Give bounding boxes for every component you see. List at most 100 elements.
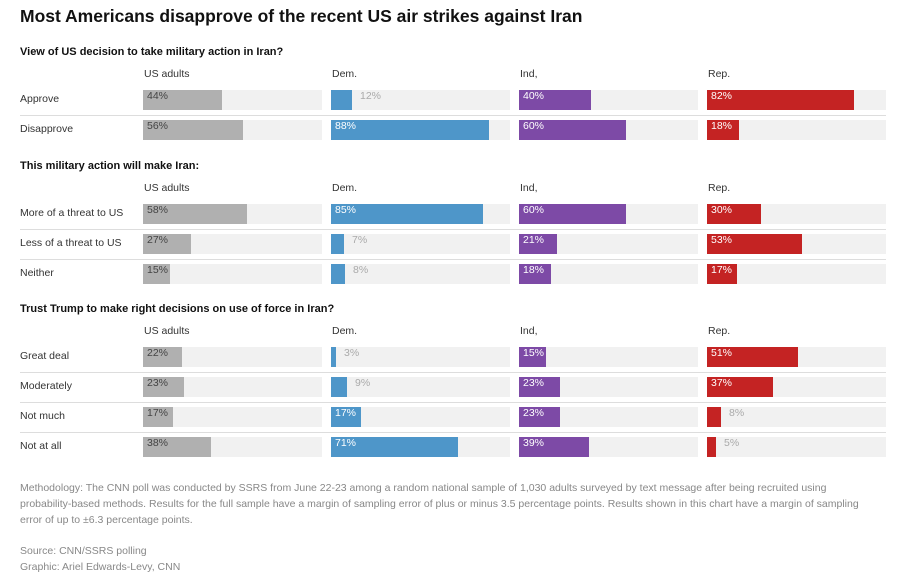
bar-ind	[519, 437, 589, 457]
row-more-of-a-threat-to-us: More of a threat to US 58% 85% 60% 30%	[0, 200, 899, 230]
bar-track	[331, 407, 510, 427]
row-label: Great deal	[20, 350, 70, 362]
value-label: 58%	[147, 204, 169, 216]
value-label: 51%	[711, 347, 733, 359]
bar-track	[707, 204, 886, 224]
bar-dem	[331, 437, 458, 457]
bar-rep	[707, 407, 721, 427]
value-label: 27%	[147, 234, 169, 246]
column-header-dem: Dem.	[332, 325, 358, 337]
bar-rep	[707, 437, 716, 457]
bar-track	[519, 377, 698, 397]
bar-dem	[331, 264, 345, 284]
chart-title: Most Americans disapprove of the recent …	[20, 6, 583, 26]
bar-track	[519, 90, 698, 110]
bar-us-adults	[143, 90, 222, 110]
column-header-ind: Ind,	[520, 182, 538, 194]
bar-track	[707, 437, 886, 457]
column-header-ind: Ind,	[520, 68, 538, 80]
row-label: Not at all	[20, 440, 62, 452]
bar-rep	[707, 120, 739, 140]
bar-track	[707, 407, 886, 427]
value-label: 60%	[523, 204, 545, 216]
value-label: 88%	[335, 120, 357, 132]
value-label: 85%	[335, 204, 357, 216]
bar-ind	[519, 347, 546, 367]
value-label: 17%	[711, 264, 733, 276]
bar-ind	[519, 90, 591, 110]
row-divider	[20, 259, 886, 260]
question-title: This military action will make Iran:	[20, 160, 200, 172]
value-label: 44%	[147, 90, 169, 102]
row-divider	[20, 229, 886, 230]
value-label: 18%	[711, 120, 733, 132]
value-label: 71%	[335, 437, 357, 449]
bar-rep	[707, 264, 737, 284]
bar-ind	[519, 264, 551, 284]
bar-track	[143, 90, 322, 110]
value-label: 8%	[729, 407, 745, 419]
value-label: 18%	[523, 264, 545, 276]
bar-dem	[331, 234, 344, 254]
row-divider	[20, 372, 886, 373]
bar-track	[331, 264, 510, 284]
bar-track	[519, 407, 698, 427]
bar-track	[519, 347, 698, 367]
bar-track	[519, 120, 698, 140]
row-great-deal: Great deal 22% 3% 15% 51%	[0, 343, 899, 373]
column-header-dem: Dem.	[332, 182, 358, 194]
bar-track	[143, 377, 322, 397]
value-label: 17%	[147, 407, 169, 419]
bar-us-adults	[143, 264, 170, 284]
value-label: 82%	[711, 90, 733, 102]
bar-dem	[331, 120, 489, 140]
bar-us-adults	[143, 437, 211, 457]
value-label: 23%	[523, 377, 545, 389]
row-label: Not much	[20, 410, 65, 422]
bar-track	[707, 347, 886, 367]
row-label: More of a threat to US	[20, 207, 124, 219]
column-header-us-adults: US adults	[144, 182, 190, 194]
bar-ind	[519, 120, 626, 140]
bar-track	[143, 437, 322, 457]
bar-ind	[519, 204, 626, 224]
row-label: Neither	[20, 267, 54, 279]
value-label: 23%	[147, 377, 169, 389]
bar-track	[143, 407, 322, 427]
value-label: 21%	[523, 234, 545, 246]
bar-track	[519, 234, 698, 254]
value-label: 30%	[711, 204, 733, 216]
value-label: 7%	[352, 234, 368, 246]
bar-track	[331, 204, 510, 224]
value-label: 39%	[523, 437, 545, 449]
bar-dem	[331, 377, 347, 397]
bar-track	[707, 234, 886, 254]
bar-track	[519, 264, 698, 284]
bar-track	[707, 120, 886, 140]
bar-track	[331, 90, 510, 110]
bar-track	[331, 347, 510, 367]
row-moderately: Moderately 23% 9% 23% 37%	[0, 373, 899, 403]
value-label: 56%	[147, 120, 169, 132]
bar-ind	[519, 234, 557, 254]
column-header-dem: Dem.	[332, 68, 358, 80]
bar-dem	[331, 90, 352, 110]
bar-track	[143, 347, 322, 367]
bar-rep	[707, 90, 854, 110]
value-label: 12%	[360, 90, 382, 102]
value-label: 22%	[147, 347, 169, 359]
bar-track	[143, 264, 322, 284]
value-label: 23%	[523, 407, 545, 419]
value-label: 53%	[711, 234, 733, 246]
value-label: 5%	[724, 437, 740, 449]
row-approve: Approve 44% 12% 40% 82%	[0, 86, 899, 116]
value-label: 38%	[147, 437, 169, 449]
value-label: 40%	[523, 90, 545, 102]
row-divider	[20, 402, 886, 403]
bar-us-adults	[143, 407, 173, 427]
row-divider	[20, 432, 886, 433]
value-label: 8%	[353, 264, 369, 276]
question-title: Trust Trump to make right decisions on u…	[20, 303, 335, 315]
bar-ind	[519, 407, 560, 427]
bar-track	[331, 234, 510, 254]
